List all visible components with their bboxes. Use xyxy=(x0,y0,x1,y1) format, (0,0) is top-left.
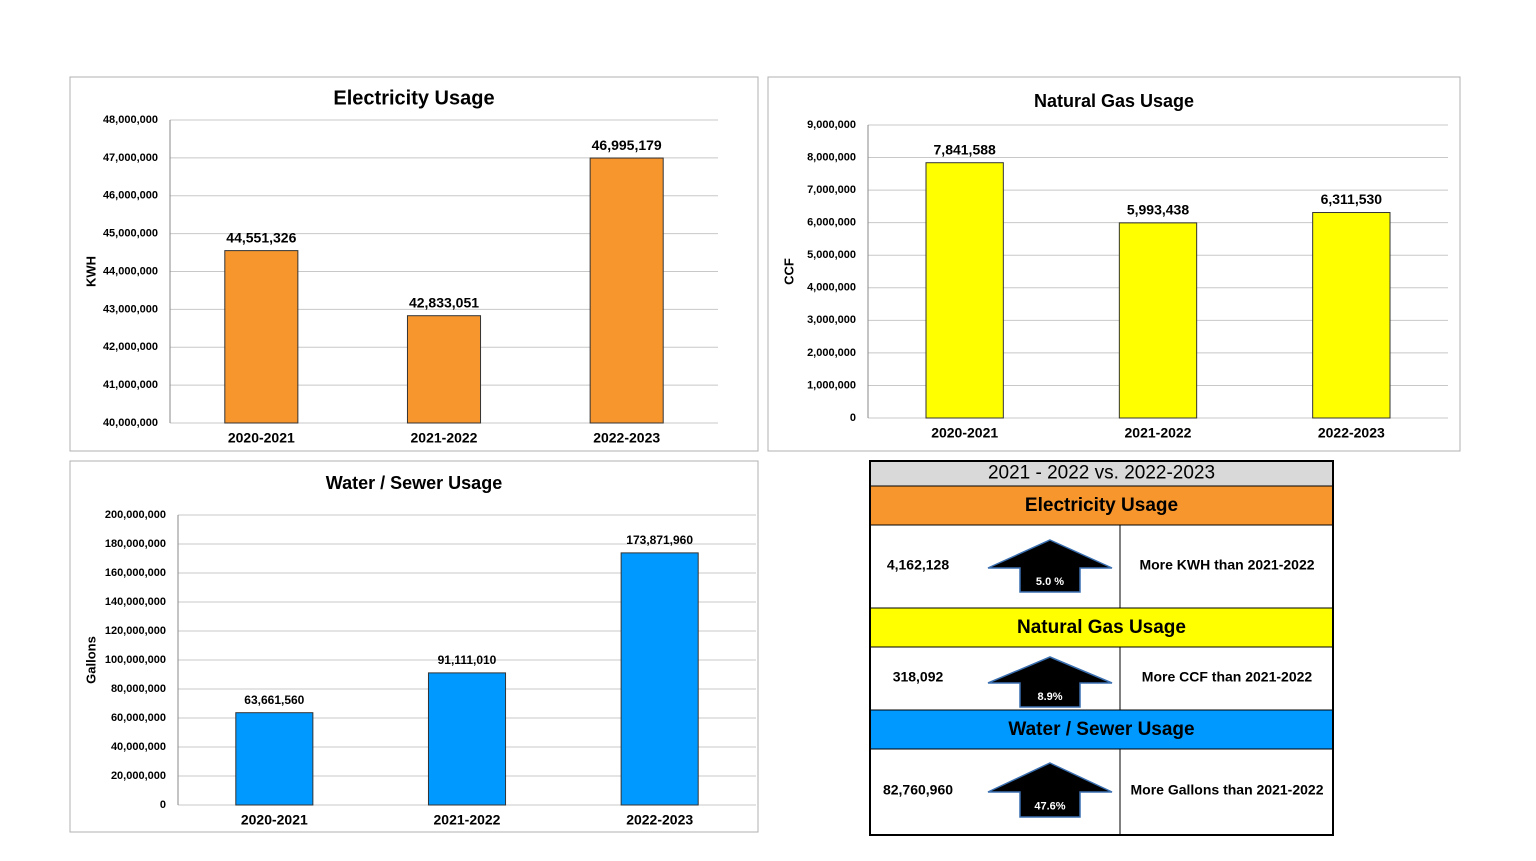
y-tick-label: 40,000,000 xyxy=(111,741,166,753)
data-label: 63,661,560 xyxy=(244,693,304,707)
data-label: 5,993,438 xyxy=(1127,202,1189,218)
section-row xyxy=(869,646,1334,711)
y-tick-label: 5,000,000 xyxy=(807,249,856,261)
y-tick-label: 200,000,000 xyxy=(105,509,166,521)
y-tick-label: 47,000,000 xyxy=(103,152,158,164)
y-tick-label: 44,000,000 xyxy=(103,265,158,277)
y-tick-label: 120,000,000 xyxy=(105,625,166,637)
data-label: 42,833,051 xyxy=(409,294,479,310)
bar xyxy=(620,552,699,806)
section-heading: Electricity Usage xyxy=(1025,495,1178,516)
y-tick-label: 46,000,000 xyxy=(103,190,158,202)
amount: 82,760,960 xyxy=(883,782,953,798)
summary-header-bg xyxy=(870,461,1333,486)
x-tick-label: 2021-2022 xyxy=(434,812,501,828)
x-tick-label: 2020-2021 xyxy=(228,430,295,446)
y-tick-label: 100,000,000 xyxy=(105,654,166,666)
data-label: 46,995,179 xyxy=(592,137,662,153)
section-heading: Water / Sewer Usage xyxy=(1008,719,1194,740)
section-heading-bg xyxy=(869,485,1334,526)
y-tick-label: 6,000,000 xyxy=(807,217,856,229)
data-label: 6,311,530 xyxy=(1321,191,1383,207)
y-axis-label: Gallons xyxy=(83,636,98,684)
x-tick-label: 2021-2022 xyxy=(411,430,478,446)
bar xyxy=(224,250,299,424)
bar xyxy=(406,315,482,424)
y-tick-label: 60,000,000 xyxy=(111,712,166,724)
amount: 4,162,128 xyxy=(887,557,949,573)
section-heading: Natural Gas Usage xyxy=(1017,617,1186,638)
y-tick-label: 4,000,000 xyxy=(807,282,856,294)
data-label: 7,841,588 xyxy=(934,141,996,157)
y-tick-label: 140,000,000 xyxy=(105,596,166,608)
y-tick-label: 9,000,000 xyxy=(807,119,856,131)
x-tick-label: 2022-2023 xyxy=(626,812,693,828)
note: More KWH than 2021-2022 xyxy=(1139,557,1314,573)
y-tick-label: 45,000,000 xyxy=(103,228,158,240)
chart-title: Water / Sewer Usage xyxy=(326,473,502,493)
up-arrow xyxy=(987,762,1113,818)
y-tick-label: 2,000,000 xyxy=(807,347,856,359)
x-tick-label: 2021-2022 xyxy=(1125,425,1192,441)
data-label: 44,551,326 xyxy=(226,229,296,245)
percent: 8.9% xyxy=(1037,691,1062,703)
y-tick-label: 42,000,000 xyxy=(103,341,158,353)
bar xyxy=(1312,212,1391,419)
y-tick-label: 43,000,000 xyxy=(103,303,158,315)
chart-title: Electricity Usage xyxy=(333,87,494,109)
y-tick-label: 40,000,000 xyxy=(103,417,158,429)
y-tick-label: 0 xyxy=(160,799,166,811)
bar xyxy=(925,162,1004,419)
percent: 5.0 % xyxy=(1036,576,1064,588)
y-tick-label: 3,000,000 xyxy=(807,314,856,326)
x-tick-label: 2022-2023 xyxy=(593,430,660,446)
chart-title: Natural Gas Usage xyxy=(1034,91,1194,111)
summary-title: 2021 - 2022 vs. 2022-2023 xyxy=(988,463,1215,484)
x-tick-label: 2020-2021 xyxy=(931,425,998,441)
y-tick-label: 48,000,000 xyxy=(103,114,158,126)
y-tick-label: 0 xyxy=(850,412,856,424)
y-tick-label: 180,000,000 xyxy=(105,538,166,550)
bar xyxy=(235,712,314,806)
y-axis-label: CCF xyxy=(781,258,796,285)
percent: 47.6% xyxy=(1034,800,1065,812)
up-arrow xyxy=(987,539,1113,593)
bar xyxy=(589,157,664,424)
y-tick-label: 20,000,000 xyxy=(111,770,166,782)
data-label: 173,871,960 xyxy=(626,533,693,547)
y-axis-label: KWH xyxy=(83,256,98,287)
amount: 318,092 xyxy=(893,669,944,685)
y-tick-label: 8,000,000 xyxy=(807,151,856,163)
x-tick-label: 2022-2023 xyxy=(1318,425,1385,441)
bar xyxy=(1118,222,1198,419)
x-tick-label: 2020-2021 xyxy=(241,812,308,828)
y-tick-label: 41,000,000 xyxy=(103,379,158,391)
bar xyxy=(427,672,507,806)
y-tick-label: 1,000,000 xyxy=(807,379,856,391)
note: More Gallons than 2021-2022 xyxy=(1131,782,1324,798)
up-arrow xyxy=(987,656,1113,708)
y-tick-label: 160,000,000 xyxy=(105,567,166,579)
summary-border xyxy=(869,460,1334,836)
data-label: 91,111,010 xyxy=(438,653,497,667)
note: More CCF than 2021-2022 xyxy=(1142,669,1313,685)
y-tick-label: 80,000,000 xyxy=(111,683,166,695)
y-tick-label: 7,000,000 xyxy=(807,184,856,196)
